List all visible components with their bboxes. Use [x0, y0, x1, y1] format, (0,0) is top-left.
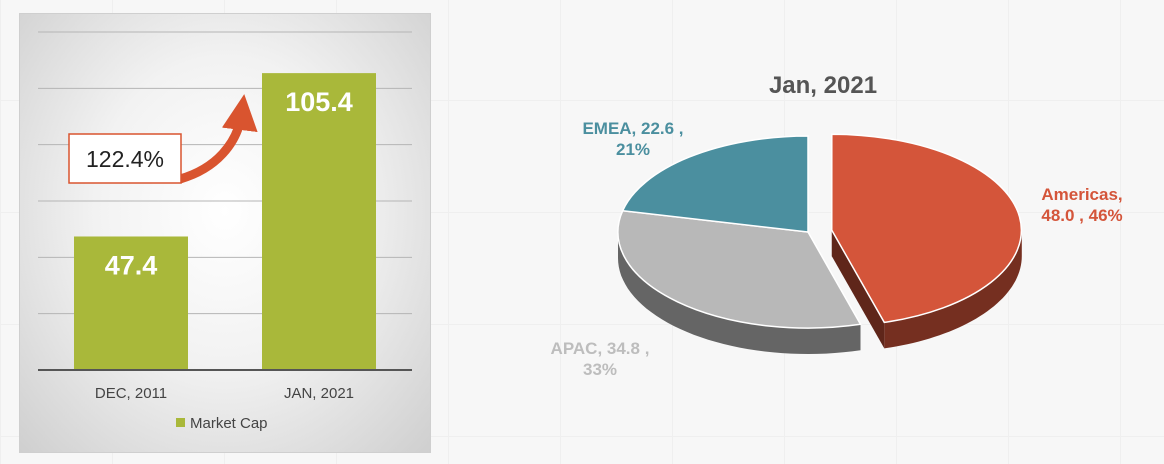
bar-chart-panel: 47.4 105.4 DEC, 2011 JAN, 2021 122.4% Mark… — [19, 13, 431, 453]
category-label: DEC, 2011 — [95, 385, 167, 402]
pie-slice-americas — [831, 133, 1023, 324]
bar-value-label: 105.4 — [285, 87, 353, 117]
pie-slice-emea — [621, 135, 809, 233]
pie-slice-side — [618, 232, 861, 354]
pie-label-emea: EMEA, 22.6 , 21% — [582, 119, 683, 159]
pie-title: Jan, 2021 — [769, 72, 877, 99]
legend-label: Market Cap — [190, 415, 268, 432]
legend-swatch — [176, 418, 185, 427]
pie-slice-cut — [831, 230, 885, 349]
pie-slice-apac — [617, 209, 862, 329]
category-label: JAN, 2021 — [284, 385, 354, 402]
pie-slices — [617, 133, 1023, 354]
pie-slice-side — [884, 230, 1022, 349]
growth-arrow-icon — [178, 94, 258, 184]
bar-value-label: 47.4 — [105, 250, 158, 280]
pie-labels: Americas, 48.0 , 46% APAC, 34.8 , 33% EMEA, … — [551, 119, 1123, 379]
bar-marks: 47.4 105.4 — [74, 73, 376, 370]
bar — [262, 73, 376, 370]
pie-label-americas: Americas, 48.0 , 46% — [1041, 185, 1122, 225]
bar — [74, 236, 188, 370]
category-labels: DEC, 2011 JAN, 2021 — [95, 385, 354, 402]
growth-annotation-box — [68, 133, 182, 184]
pie-label-apac: APAC, 34.8 , 33% — [551, 339, 650, 379]
bar-chart: 47.4 105.4 DEC, 2011 JAN, 2021 122.4% Mark… — [38, 31, 412, 432]
growth-annotation-text: 122.4% — [86, 146, 164, 172]
